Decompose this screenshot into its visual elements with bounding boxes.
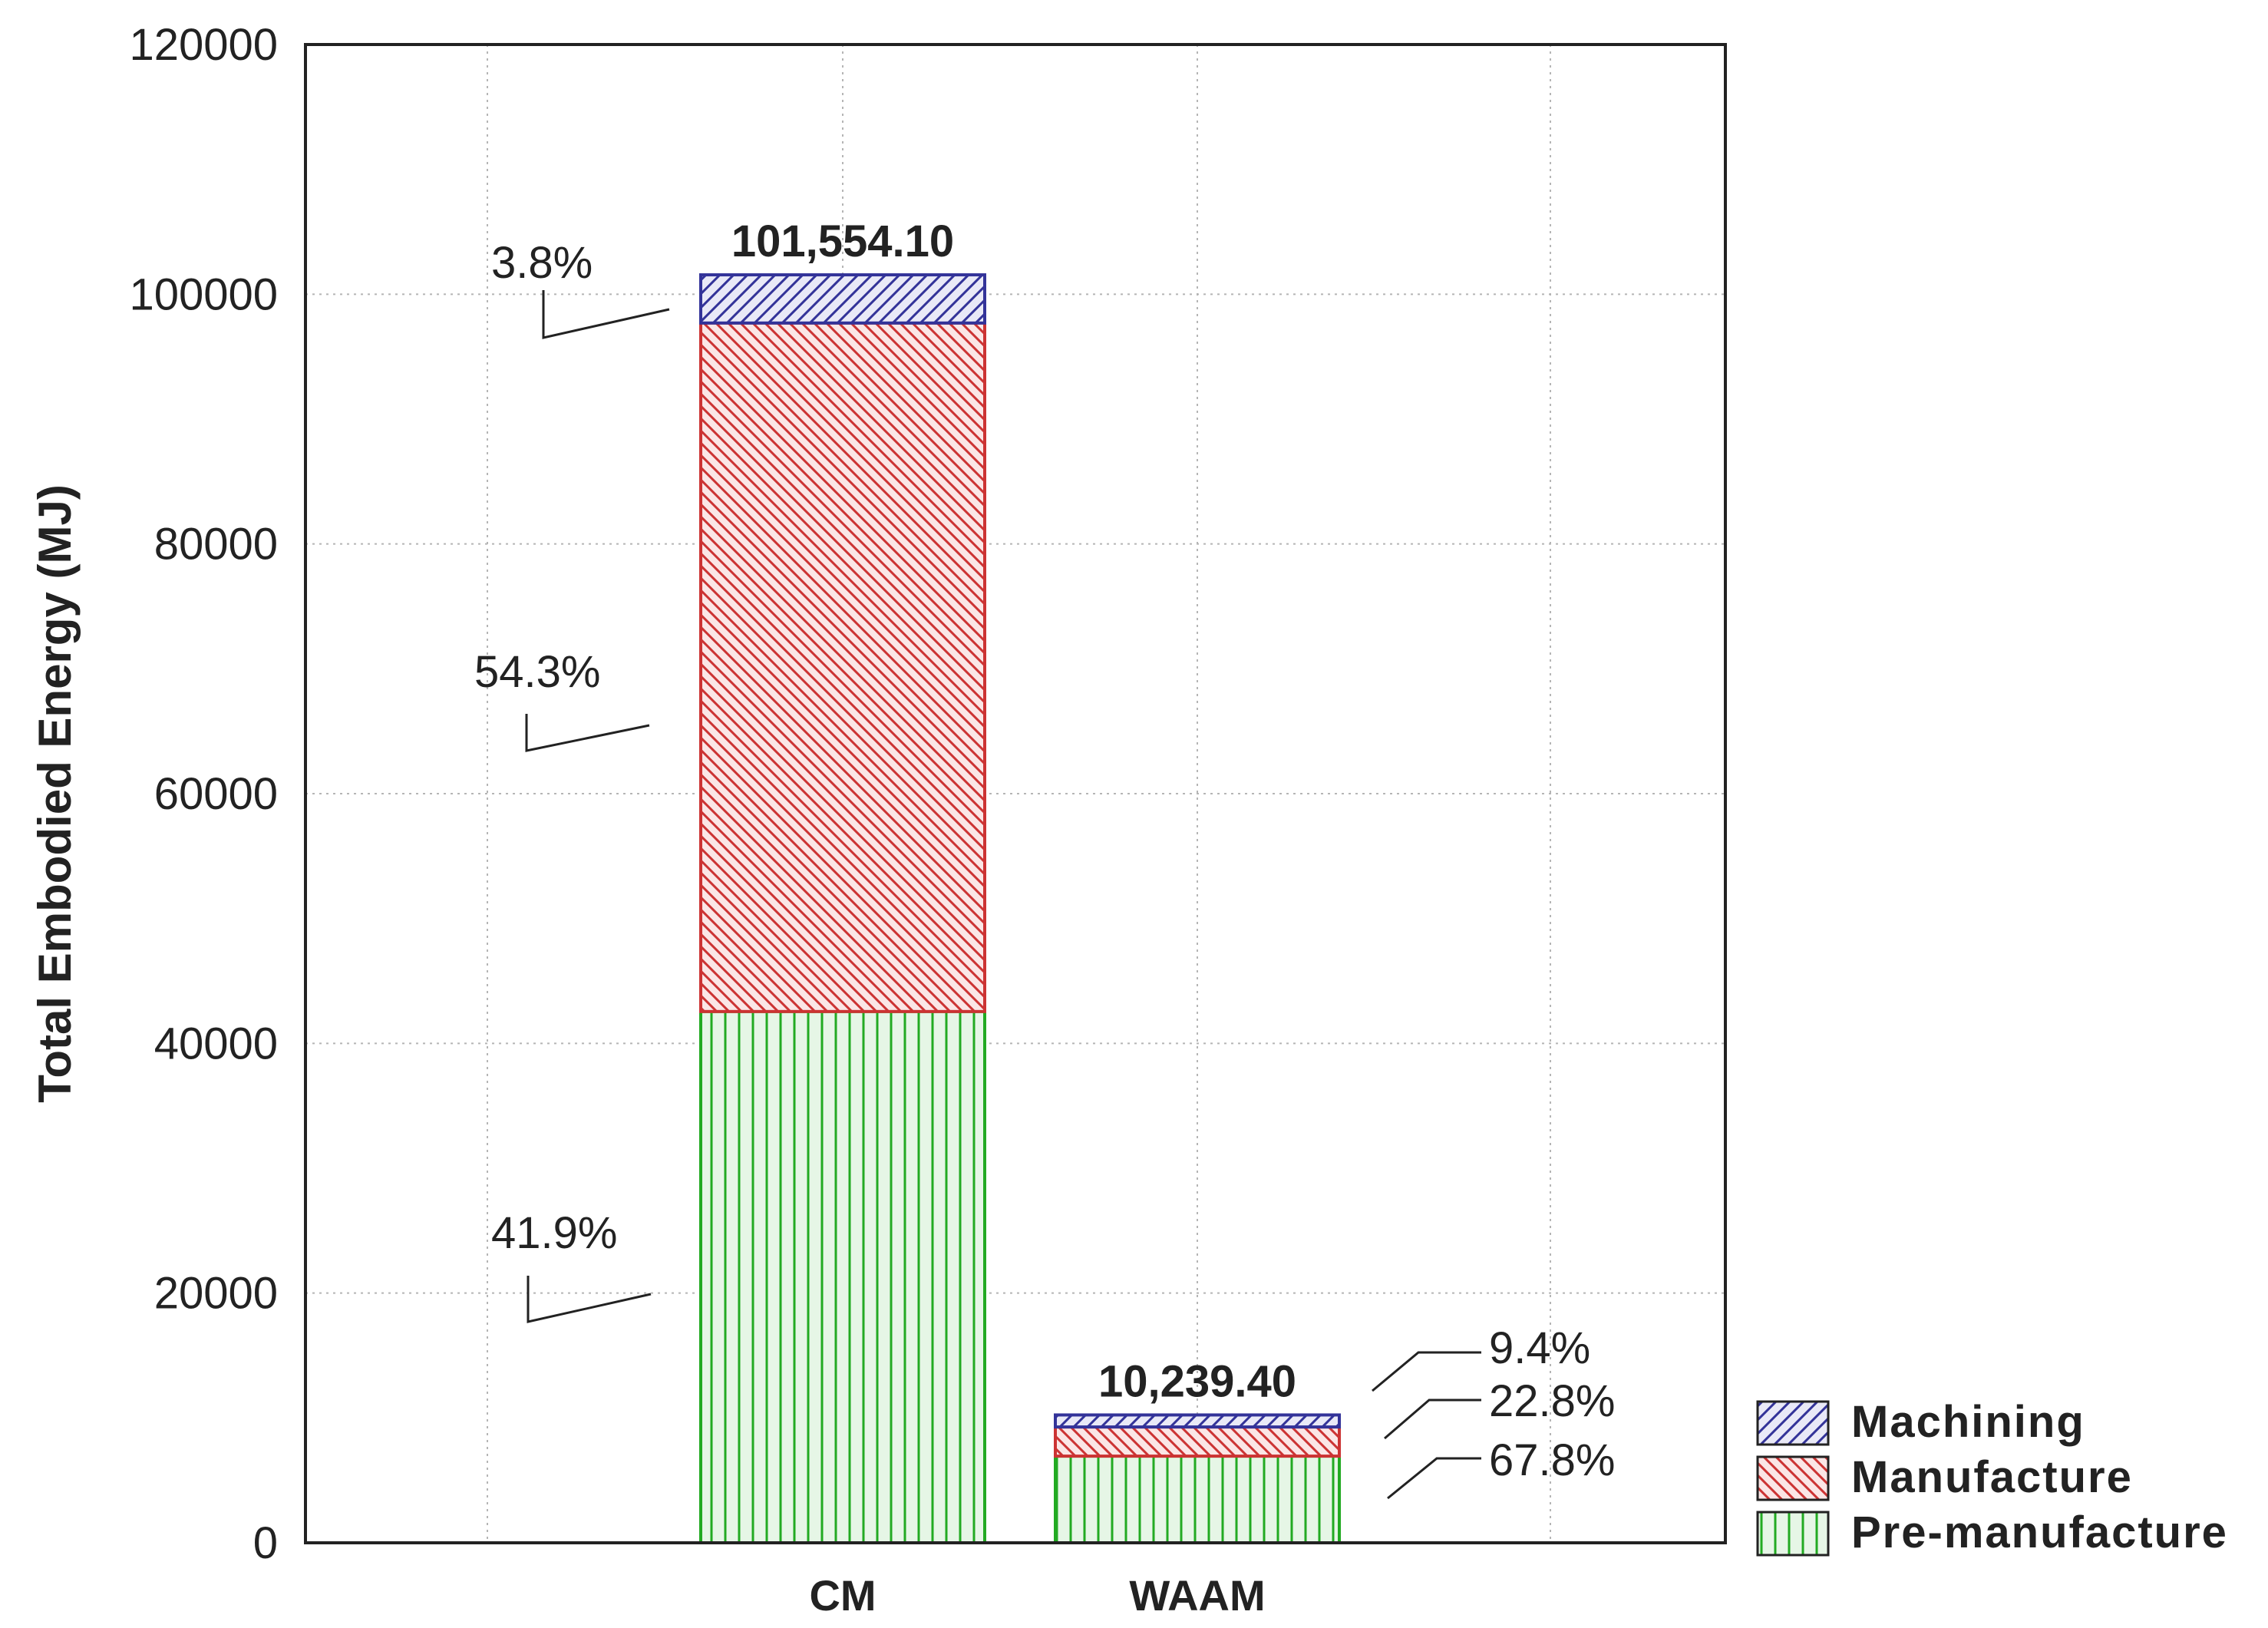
leader-line bbox=[1372, 1351, 1481, 1392]
y-tick-label: 60000 bbox=[154, 769, 278, 819]
leader-line bbox=[525, 714, 650, 752]
y-tick-label: 100000 bbox=[129, 269, 278, 319]
bar-segment-pre-manufacture-waam bbox=[1054, 1455, 1341, 1544]
percent-label: 9.4% bbox=[1489, 1323, 1590, 1373]
x-category-label: WAAM bbox=[1129, 1571, 1265, 1620]
percent-label: 22.8% bbox=[1489, 1376, 1615, 1426]
x-category-label: CM bbox=[809, 1571, 876, 1620]
legend-label: Machining bbox=[1851, 1397, 2085, 1447]
y-tick-label: 20000 bbox=[154, 1269, 278, 1319]
legend-swatch bbox=[1756, 1511, 1830, 1557]
bar-segment-machining-cm bbox=[699, 273, 986, 325]
bar-annotations: 101,554.10 10,239.40 41.9% 54.3% 3.8% 9.4%22.… bbox=[474, 216, 1615, 1500]
bar-total-label: 10,239.40 bbox=[1098, 1356, 1296, 1406]
legend-label: Manufacture bbox=[1851, 1452, 2133, 1502]
legend-swatch bbox=[1756, 1455, 1830, 1501]
y-axis-label: Total Embodied Energy (MJ) bbox=[29, 484, 81, 1103]
bar-total-label: 101,554.10 bbox=[731, 216, 954, 266]
bars bbox=[699, 273, 1341, 1545]
percent-label: 67.8% bbox=[1489, 1435, 1615, 1485]
percent-label: 54.3% bbox=[474, 647, 600, 697]
plot-area bbox=[304, 43, 1727, 1545]
legend-label: Pre-manufacture bbox=[1851, 1507, 2228, 1557]
bar-segment-manufacture-cm bbox=[699, 321, 986, 1013]
y-axis-ticks: 0 20000 40000 60000 80000 100000 120000 bbox=[129, 20, 278, 1568]
x-axis-labels: CM WAAM bbox=[809, 1571, 1265, 1620]
bar-segment-machining-waam bbox=[1054, 1413, 1341, 1429]
leader-line bbox=[1387, 1457, 1481, 1500]
y-tick-label: 120000 bbox=[129, 20, 278, 70]
leader-line bbox=[542, 290, 670, 339]
y-tick-label: 80000 bbox=[154, 520, 278, 570]
y-tick-label: 0 bbox=[253, 1518, 278, 1568]
legend-swatch bbox=[1756, 1400, 1830, 1446]
plot-border bbox=[304, 43, 1727, 1544]
percent-label: 41.9% bbox=[491, 1208, 617, 1258]
bar-segment-pre-manufacture-cm bbox=[699, 1009, 986, 1545]
percent-label: 3.8% bbox=[491, 238, 593, 288]
leader-line bbox=[1384, 1398, 1481, 1440]
y-tick-label: 40000 bbox=[154, 1019, 278, 1068]
leader-line bbox=[527, 1276, 652, 1323]
bar-segment-manufacture-waam bbox=[1054, 1425, 1341, 1458]
